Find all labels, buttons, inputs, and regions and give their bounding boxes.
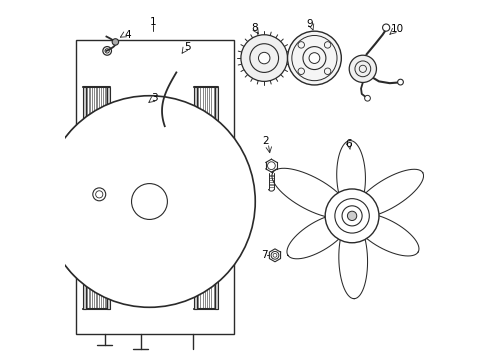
Circle shape — [308, 53, 319, 63]
Circle shape — [325, 189, 378, 243]
Circle shape — [348, 55, 376, 82]
Text: 6: 6 — [345, 139, 351, 149]
Circle shape — [112, 39, 119, 45]
Text: 3: 3 — [151, 93, 158, 103]
Circle shape — [364, 95, 369, 101]
Circle shape — [397, 79, 403, 85]
Bar — [83, 87, 86, 309]
Text: 2: 2 — [262, 136, 269, 145]
Bar — [214, 87, 217, 309]
Text: 1: 1 — [149, 17, 156, 27]
Text: 7: 7 — [261, 250, 267, 260]
Text: 9: 9 — [306, 19, 313, 29]
Bar — [76, 40, 233, 334]
Circle shape — [241, 35, 287, 81]
Text: 8: 8 — [250, 23, 257, 33]
Bar — [107, 87, 110, 309]
Text: 10: 10 — [389, 24, 403, 35]
Bar — [194, 87, 197, 309]
Text: 5: 5 — [183, 42, 190, 52]
Circle shape — [346, 211, 356, 221]
Text: 4: 4 — [124, 30, 131, 40]
Circle shape — [382, 24, 389, 31]
Circle shape — [258, 52, 269, 64]
Circle shape — [287, 31, 341, 85]
Circle shape — [43, 96, 255, 307]
